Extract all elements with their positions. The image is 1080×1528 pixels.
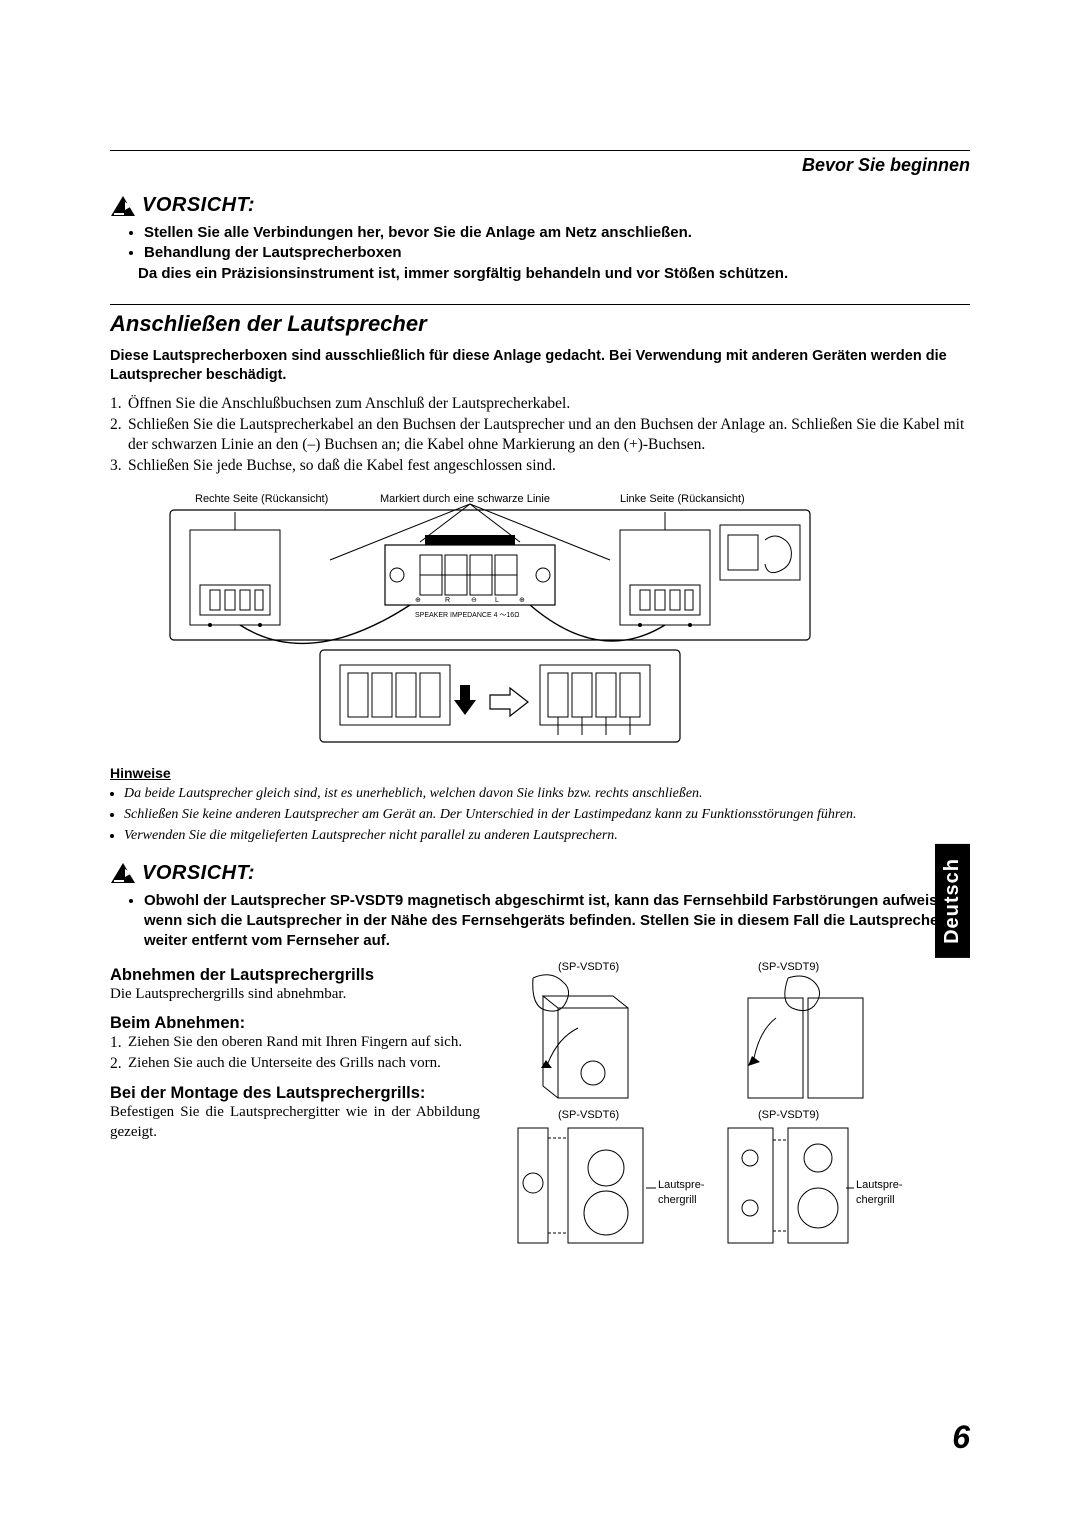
section-title: Anschließen der Lautsprecher	[110, 311, 970, 337]
vorsicht-label: VORSICHT:	[142, 862, 255, 885]
diagram-label-right: Linke Seite (Rückansicht)	[620, 493, 745, 505]
section-rule	[110, 304, 970, 305]
vorsicht2-bullets: Obwohl der Lautsprecher SP-VSDT9 magneti…	[110, 891, 970, 952]
note-item: Da beide Lautsprecher gleich sind, ist e…	[124, 785, 970, 804]
grill-h3: Bei der Montage des Lautsprechergrills:	[110, 1084, 480, 1103]
diagram-r: R	[445, 597, 450, 604]
diagram-impedance: SPEAKER IMPEDANCE 4 ～16Ω	[415, 612, 519, 619]
grill-p1: Die Lautsprechergrills sind abnehmbar.	[110, 985, 480, 1005]
header-title: Bevor Sie beginnen	[110, 155, 970, 176]
section-intro: Diese Lautsprecherboxen sind ausschließl…	[110, 347, 970, 385]
diagram-speaker-text: EAKEI	[445, 538, 466, 545]
grill-h2: Beim Abnehmen:	[110, 1014, 480, 1033]
grill-step: Ziehen Sie den oberen Rand mit Ihren Fin…	[128, 1033, 480, 1053]
diagram-l: L	[495, 597, 499, 604]
fig-grill-label: Lautspre-	[856, 1179, 903, 1191]
vorsicht1-bullets: Stellen Sie alle Verbindungen her, bevor…	[110, 223, 970, 284]
step-text: Schließen Sie jede Buchse, so daß die Ka…	[128, 456, 970, 476]
diagram-minus: ⊖	[471, 597, 477, 604]
warning-icon	[110, 195, 136, 217]
hinweise-label: Hinweise	[110, 765, 970, 781]
vorsicht-heading-2: VORSICHT:	[110, 862, 970, 885]
vorsicht-label: VORSICHT:	[142, 194, 255, 217]
warning-icon	[110, 862, 136, 884]
fig-grill-label: chergrill	[658, 1194, 697, 1206]
page-number: 6	[952, 1419, 970, 1456]
wiring-diagram: Rechte Seite (Rückansicht) Markiert durc…	[130, 490, 970, 755]
step-text: Schließen Sie die Lautsprecherkabel an d…	[128, 415, 970, 456]
fig-grill-label: Lautspre-	[658, 1179, 705, 1191]
grill-section: Abnehmen der Lautsprechergrills Die Laut…	[110, 958, 970, 1263]
language-tab: Deutsch	[935, 844, 970, 958]
grill-p3: Befestigen Sie die Lautsprechergitter wi…	[110, 1103, 480, 1142]
diagram-label-left: Rechte Seite (Rückansicht)	[195, 493, 328, 505]
grill-step: Ziehen Sie auch die Unterseite des Grill…	[128, 1054, 480, 1074]
fig-label-sp9: (SP-VSDT9)	[758, 1109, 819, 1121]
bullet-item: Obwohl der Lautsprecher SP-VSDT9 magneti…	[144, 891, 970, 952]
fig-label-sp6: (SP-VSDT6)	[558, 1109, 619, 1121]
grill-figures: (SP-VSDT6) (SP-VSDT9)	[498, 958, 970, 1263]
diagram-label-center: Markiert durch eine schwarze Linie	[380, 493, 550, 505]
vorsicht-heading-1: VORSICHT:	[110, 194, 970, 217]
grill-h1: Abnehmen der Lautsprechergrills	[110, 966, 480, 985]
fig-label-sp9: (SP-VSDT9)	[758, 961, 819, 973]
note-item: Verwenden Sie die mitgelieferten Lautspr…	[124, 827, 970, 846]
bullet-item: Stellen Sie alle Verbindungen her, bevor…	[144, 223, 970, 243]
note-item: Schließen Sie keine anderen Lautsprecher…	[124, 806, 970, 825]
step-text: Öffnen Sie die Anschlußbuchsen zum Ansch…	[128, 394, 970, 414]
bullet-item: Behandlung der Lautsprecherboxen	[144, 243, 970, 263]
numbered-steps: 1.Öffnen Sie die Anschlußbuchsen zum Ans…	[110, 394, 970, 476]
hinweise-notes: Da beide Lautsprecher gleich sind, ist e…	[110, 785, 970, 846]
diagram-plus: ⊕	[519, 597, 525, 604]
header-rule	[110, 150, 970, 151]
bullet-item: Da dies ein Präzisionsinstrument ist, im…	[138, 264, 970, 284]
fig-grill-label: chergrill	[856, 1194, 895, 1206]
diagram-plus: ⊕	[415, 597, 421, 604]
fig-label-sp6: (SP-VSDT6)	[558, 961, 619, 973]
